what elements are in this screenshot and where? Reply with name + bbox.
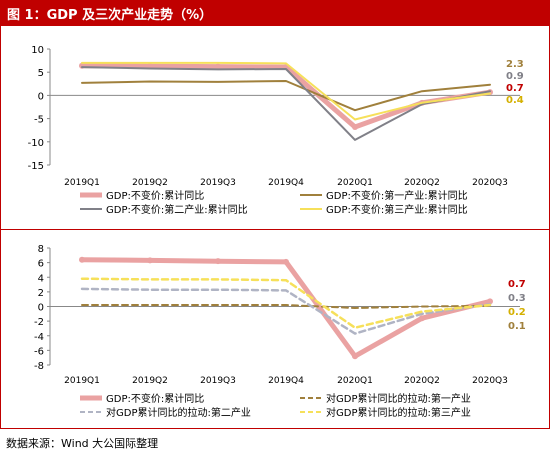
title-bar: 图 1：GDP 及三次产业走势（%） — [0, 0, 550, 26]
series-point — [215, 63, 221, 70]
chart-1: 10 5 0 -5 -10 -15 2019Q1 2019Q2 2019Q3 2019Q4 2020… — [28, 45, 524, 216]
series-line-3 — [81, 66, 491, 141]
y-tick-label: -4 — [34, 332, 44, 343]
series-line-4 — [81, 61, 491, 121]
y-tick-label: -6 — [34, 346, 44, 357]
series-line-3 — [80, 287, 492, 335]
legend-label: GDP:不变价:第二产业:累计同比 — [106, 203, 248, 216]
legend-label: 对GDP累计同比的拉动:第一产业 — [326, 392, 471, 405]
y-tick-label: -15 — [28, 161, 44, 172]
x-tick-label: 2019Q3 — [200, 178, 236, 188]
y-tick-label: 0 — [38, 303, 44, 314]
series-point — [147, 257, 153, 264]
y-tick-label: -8 — [34, 361, 44, 372]
x-tick-label: 2019Q2 — [132, 178, 168, 188]
y-tick-label: 10 — [31, 45, 44, 56]
x-tick-label: 2020Q1 — [337, 376, 373, 386]
y-tick-label: 2 — [38, 288, 44, 299]
legend-label: GDP:不变价:第三产业:累计同比 — [326, 203, 468, 216]
x-tick-label: 2020Q2 — [404, 376, 440, 386]
y-tick-label: -5 — [34, 115, 44, 126]
series-line-2 — [81, 304, 491, 309]
x-tick-label: 2019Q4 — [268, 178, 304, 188]
x-tick-label: 2019Q1 — [64, 376, 100, 386]
series-point — [352, 353, 358, 360]
x-tick-label: 2019Q2 — [132, 376, 168, 386]
series-point — [487, 298, 493, 305]
series-point — [419, 315, 425, 322]
y-tick-label: 4 — [38, 273, 44, 284]
series-line-4 — [80, 277, 492, 329]
source-note: 数据来源：Wind 大公国际整理 — [6, 437, 159, 450]
x-tick-label: 2019Q1 — [64, 178, 100, 188]
end-data-label: 2.3 — [506, 59, 524, 70]
series-line-1 — [79, 63, 493, 130]
x-tick-label: 2020Q3 — [472, 178, 508, 188]
legend-label: GDP:不变价:累计同比 — [106, 392, 204, 405]
end-data-label: 0.3 — [508, 293, 526, 304]
y-tick-label: 8 — [38, 244, 44, 255]
legend-label: 对GDP累计同比的拉动:第二产业 — [106, 406, 251, 419]
series-point — [352, 123, 358, 130]
y-tick-label: 5 — [38, 68, 44, 79]
y-tick-label: 0 — [38, 91, 44, 102]
x-tick-label: 2019Q3 — [200, 376, 236, 386]
chart-divider — [0, 229, 550, 230]
end-data-label: 0.7 — [506, 83, 524, 94]
legend-label: 对GDP累计同比的拉动:第三产业 — [326, 406, 471, 419]
y-tick-label: -2 — [34, 317, 44, 328]
x-tick-label: 2019Q4 — [268, 376, 304, 386]
series-line-1 — [79, 257, 493, 359]
series-line-2 — [81, 80, 491, 112]
y-tick-label: -10 — [28, 138, 44, 149]
end-data-label: 0.2 — [508, 307, 526, 318]
x-tick-label: 2020Q1 — [337, 178, 373, 188]
end-data-label: 0.9 — [506, 71, 524, 82]
series-point — [283, 258, 289, 265]
end-data-label: 0.1 — [508, 321, 526, 332]
x-tick-label: 2020Q2 — [404, 178, 440, 188]
legend-label: GDP:不变价:累计同比 — [106, 189, 204, 202]
legend-label: GDP:不变价:第一产业:累计同比 — [326, 189, 468, 202]
y-tick-label: 6 — [38, 259, 44, 270]
series-point — [215, 258, 221, 265]
series-point — [79, 256, 85, 263]
chart-2: 8 6 4 2 0 -2 -4 -6 -8 2019Q1 2019Q2 2019Q3 2019Q4 202… — [34, 244, 526, 419]
x-tick-label: 2020Q3 — [472, 376, 508, 386]
end-data-label: 0.7 — [508, 279, 526, 290]
figure-title: 图 1：GDP 及三次产业走势（%） — [7, 8, 213, 23]
end-data-label: 0.4 — [506, 95, 524, 106]
